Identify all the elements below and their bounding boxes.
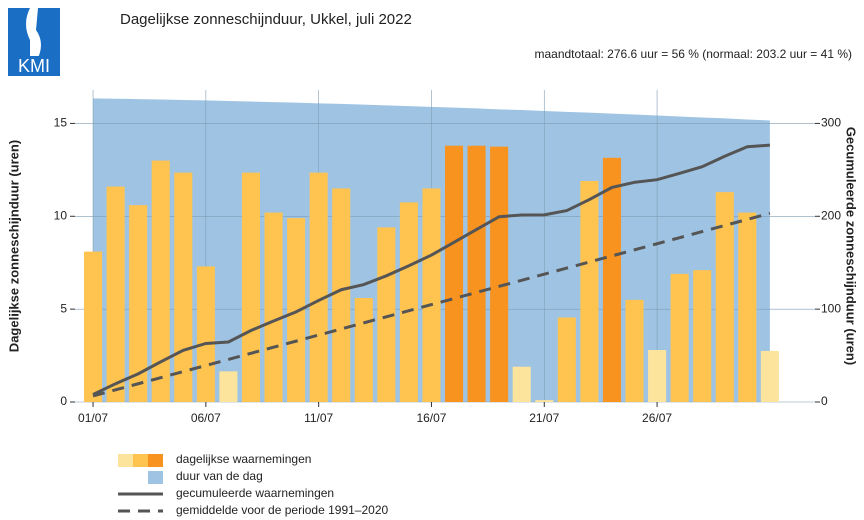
bar xyxy=(196,266,215,402)
logo: KMI xyxy=(8,8,60,76)
legend-swatch xyxy=(118,454,133,467)
bar xyxy=(332,188,351,402)
x-tick-label: 01/07 xyxy=(78,411,108,425)
x-tick-label: 16/07 xyxy=(416,411,446,425)
bar xyxy=(399,202,418,402)
y2-tick-label: 100 xyxy=(821,301,841,315)
bar xyxy=(693,270,712,402)
bar xyxy=(602,157,621,402)
bar xyxy=(309,172,328,402)
y-tick-label: 0 xyxy=(60,394,67,408)
y-tick-label: 10 xyxy=(54,208,68,222)
legend-label: dagelijkse waarnemingen xyxy=(176,452,311,466)
bar xyxy=(84,251,103,402)
bar xyxy=(354,298,373,402)
legend-label: gecumuleerde waarnemingen xyxy=(176,486,334,500)
bar xyxy=(422,188,441,402)
chart-title: Dagelijkse zonneschijnduur, Ukkel, juli … xyxy=(120,11,412,28)
x-tick-label: 06/07 xyxy=(191,411,221,425)
y2-axis-label: Gecumuleerde zonneschijnduur (uren) xyxy=(844,127,859,365)
bar xyxy=(557,317,576,402)
y2-tick-label: 300 xyxy=(821,116,841,130)
legend-label: gemiddelde voor de periode 1991–2020 xyxy=(176,503,388,517)
bar xyxy=(106,186,125,402)
x-tick-label: 11/07 xyxy=(304,411,333,425)
line xyxy=(92,143,770,396)
bar xyxy=(467,145,486,402)
bar xyxy=(264,212,283,402)
bar xyxy=(174,172,193,402)
bar xyxy=(445,145,464,402)
y2-tick-label: 200 xyxy=(821,208,841,222)
bar xyxy=(129,205,148,402)
y2-tick-label: 0 xyxy=(821,394,828,408)
chart-subtitle: maandtotaal: 276.6 uur = 56 % (normaal: … xyxy=(534,47,852,61)
legend-label: duur van de dag xyxy=(176,469,263,483)
bar xyxy=(535,400,554,402)
bar xyxy=(648,350,667,402)
bar xyxy=(580,181,599,402)
bar xyxy=(670,273,689,402)
y-tick-label: 5 xyxy=(60,301,67,315)
legend-swatch xyxy=(148,454,163,467)
y-tick-label: 15 xyxy=(54,116,68,130)
bar xyxy=(241,172,260,402)
legend-swatch xyxy=(148,471,163,484)
bar xyxy=(625,299,644,402)
logo-text: KMI xyxy=(18,56,50,76)
bar xyxy=(715,192,734,402)
x-tick-label: 26/07 xyxy=(642,411,672,425)
x-tick-label: 21/07 xyxy=(529,411,559,425)
bar xyxy=(287,218,306,402)
bar xyxy=(738,212,757,402)
bar xyxy=(512,366,531,402)
line xyxy=(92,211,771,398)
bar xyxy=(151,160,170,402)
bar xyxy=(490,146,509,402)
y-axis-label: Dagelijkse zonneschijnduur (uren) xyxy=(6,140,21,352)
bar xyxy=(377,227,396,402)
bar xyxy=(760,350,779,402)
bar xyxy=(219,371,238,402)
legend-swatch xyxy=(133,454,148,467)
